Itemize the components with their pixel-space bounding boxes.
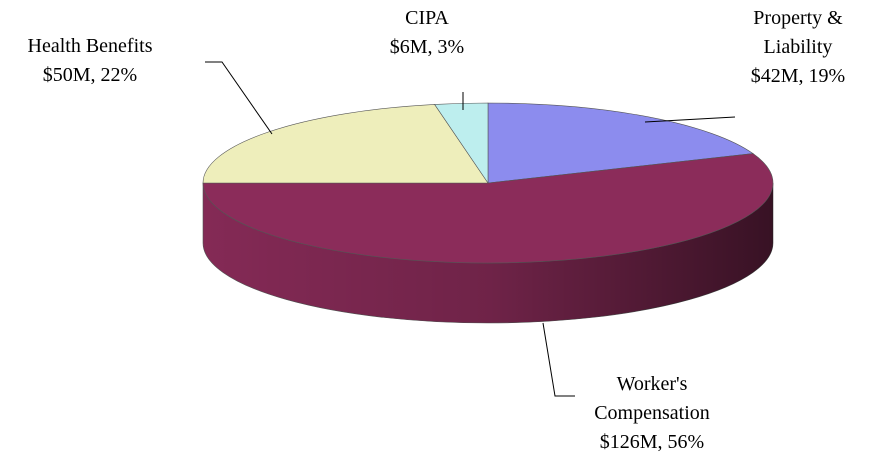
slice — [434, 102, 489, 184]
slice — [487, 102, 754, 184]
leader-line — [644, 116, 736, 123]
slice-label: CIPA $6M, 3% — [367, 4, 487, 62]
slice-label: Property & Liability $42M, 19% — [738, 4, 858, 91]
side-shade — [203, 183, 773, 323]
slice-label: Health Benefits $50M, 22% — [0, 32, 180, 90]
category-label: Health Benefits — [27, 35, 153, 57]
value-label: $42M, 19% — [750, 65, 846, 87]
leader-line — [542, 322, 575, 397]
category-label: CIPA — [405, 7, 449, 29]
value-label: $126M, 56% — [599, 431, 705, 453]
category-label: Worker's Compensation — [594, 373, 710, 424]
slice — [202, 104, 489, 184]
value-label: $50M, 22% — [42, 64, 138, 86]
slice-label: Worker's Compensation $126M, 56% — [577, 370, 727, 457]
value-label: $6M, 3% — [389, 36, 465, 58]
slice — [202, 153, 774, 264]
leader-line — [205, 61, 273, 135]
category-label: Property & Liability — [753, 7, 843, 58]
